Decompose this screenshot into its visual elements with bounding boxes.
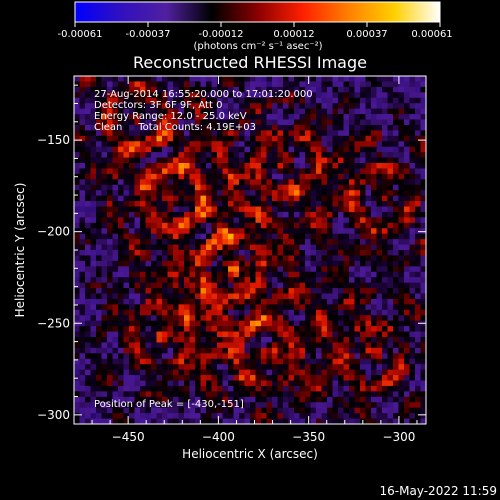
colorbar-tick-label: -0.00037 <box>126 29 171 40</box>
colorbar-tick-label: -0.00012 <box>199 29 244 40</box>
colorbar-units: (photons cm⁻² s⁻¹ asec⁻²) <box>193 41 322 52</box>
peak-position-label: Position of Peak = [-430,-151] <box>94 399 244 410</box>
annotation-energy-range: Energy Range: 12.0 - 25.0 keV <box>94 111 247 122</box>
y-tick-label: −300 <box>37 408 70 422</box>
x-axis-label: Heliocentric X (arcsec) <box>182 447 318 461</box>
colorbar-ticks: -0.00061 -0.00037 -0.00012 0.00012 0.00037 0.… <box>58 22 453 40</box>
colorbar-tick-label: 0.00061 <box>411 29 452 40</box>
plot-timestamp: 16-May-2022 11:59 <box>380 484 497 498</box>
x-tick-label: −450 <box>112 430 145 444</box>
annotation-block: 27-Aug-2014 16:55:20.000 to 17:01:20.000… <box>94 89 313 133</box>
heatmap-image <box>74 76 426 424</box>
x-tick-label: −350 <box>292 430 325 444</box>
colorbar: -0.00061 -0.00037 -0.00012 0.00012 0.00037 0.… <box>58 1 453 52</box>
colorbar-tick-label: 0.00012 <box>273 29 314 40</box>
y-tick-label: −150 <box>37 133 70 147</box>
chart-title: Reconstructed RHESSI Image <box>133 53 367 72</box>
x-tick-label: −400 <box>202 430 235 444</box>
colorbar-tick-label: 0.00037 <box>346 29 387 40</box>
colorbar-gradient <box>74 1 441 23</box>
y-axis-label: Heliocentric Y (arcsec) <box>13 183 27 318</box>
y-tick-label: −200 <box>37 225 70 239</box>
colorbar-tick-label: -0.00061 <box>58 29 103 40</box>
y-tick-label: −250 <box>37 316 70 330</box>
x-tick-label: −300 <box>382 430 415 444</box>
annotation-time-range: 27-Aug-2014 16:55:20.000 to 17:01:20.000 <box>94 89 313 100</box>
axis-ticks: −450 −400 −350 −300 −150 −200 −250 −300 <box>37 76 426 444</box>
annotation-clean-counts: Clean Total Counts: 4.19E+03 <box>94 122 256 133</box>
annotation-detectors: Detectors: 3F 6F 9F, Att 0 <box>94 100 222 111</box>
